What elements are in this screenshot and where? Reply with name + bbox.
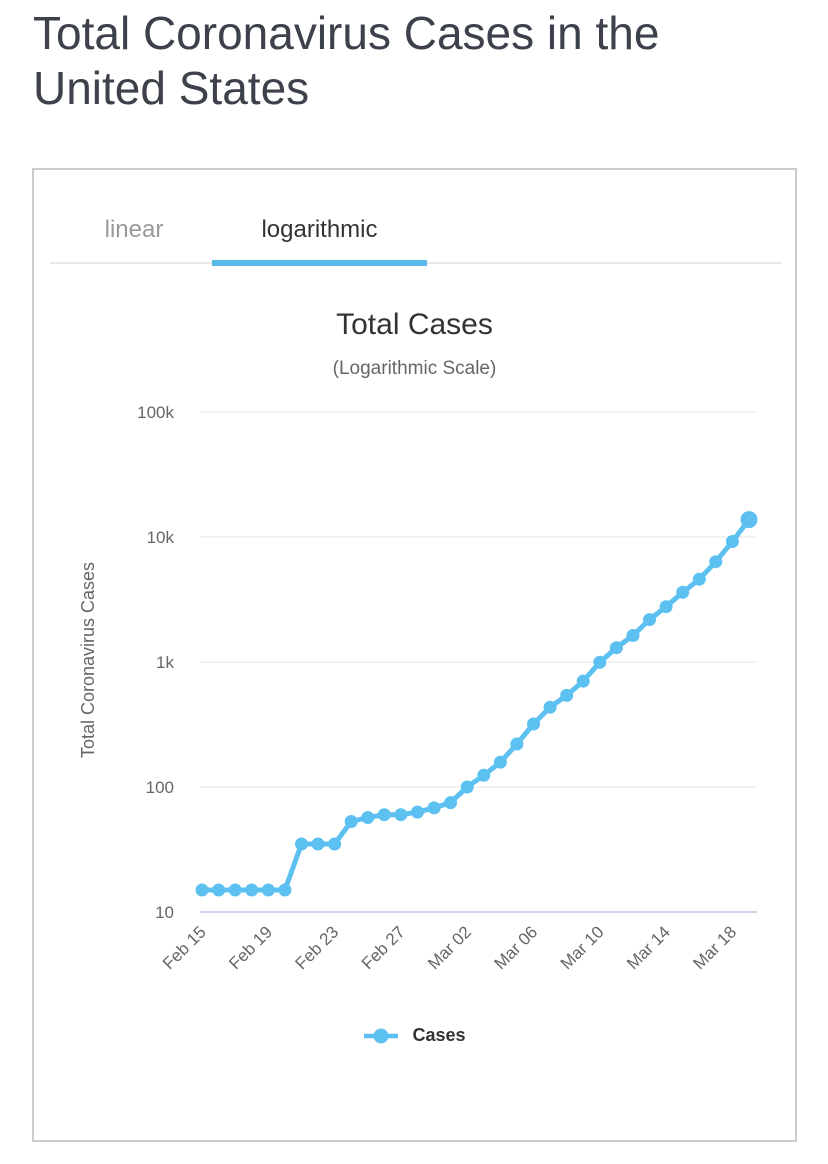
data-point[interactable]	[560, 688, 574, 702]
data-point[interactable]	[576, 674, 590, 688]
grid-layer: 10 100 1k 10k 100k Feb 15 Feb 19 Feb 23 Feb 27 Ma…	[137, 403, 757, 973]
x-tick-label: Mar 18	[689, 922, 740, 973]
cases-line[interactable]	[199, 517, 752, 893]
y-tick-label: 1k	[156, 653, 174, 672]
data-point[interactable]	[709, 555, 723, 569]
y-tick-label: 10	[155, 903, 174, 922]
active-tab-underline	[212, 260, 427, 266]
x-tick-label: Mar 02	[424, 922, 475, 973]
x-tick-label: Mar 10	[557, 922, 608, 973]
data-point[interactable]	[427, 801, 441, 815]
data-point[interactable]	[740, 511, 758, 529]
data-point[interactable]	[477, 768, 491, 782]
tab-linear[interactable]: linear	[104, 216, 164, 243]
data-point[interactable]	[377, 808, 391, 822]
data-point[interactable]	[411, 805, 424, 819]
data-point[interactable]	[543, 700, 557, 714]
y-tick-label: 100	[146, 778, 174, 797]
chart-title: Total Cases	[336, 308, 493, 341]
data-point[interactable]	[676, 585, 690, 599]
legend: Cases	[34, 1025, 795, 1046]
data-point[interactable]	[659, 600, 673, 614]
data-point[interactable]	[212, 883, 226, 897]
data-point[interactable]	[510, 737, 524, 751]
x-tick-label: Feb 15	[159, 922, 210, 973]
data-point[interactable]	[311, 837, 325, 851]
y-tick-label: 10k	[147, 528, 175, 547]
data-point[interactable]	[527, 717, 540, 731]
data-point[interactable]	[493, 755, 507, 769]
y-tick-label: 100k	[137, 403, 174, 422]
cases-series[interactable]	[195, 511, 758, 897]
legend-label: Cases	[412, 1025, 466, 1045]
legend-item-cases[interactable]: Cases	[363, 1025, 466, 1046]
data-point[interactable]	[593, 655, 607, 669]
x-tick-label: Feb 19	[225, 922, 276, 973]
legend-marker-icon	[364, 1028, 399, 1043]
data-point[interactable]	[261, 883, 275, 897]
data-point[interactable]	[725, 535, 739, 548]
data-point[interactable]	[295, 837, 308, 851]
data-point[interactable]	[394, 808, 408, 822]
data-point[interactable]	[444, 796, 458, 810]
data-point[interactable]	[361, 811, 375, 824]
data-point[interactable]	[460, 780, 474, 794]
chart-subtitle: (Logarithmic Scale)	[332, 358, 497, 379]
data-point[interactable]	[245, 883, 259, 897]
data-point[interactable]	[344, 815, 358, 828]
y-axis-title: Total Coronavirus Cases	[78, 562, 98, 758]
tab-logarithmic[interactable]: logarithmic	[261, 216, 378, 243]
chart-card: linear logarithmic Total Cases (Logarith…	[32, 168, 797, 1142]
data-point[interactable]	[278, 883, 292, 897]
scale-tabs: linear logarithmic	[34, 170, 795, 266]
data-point[interactable]	[328, 837, 342, 851]
x-tick-label: Feb 23	[292, 922, 343, 973]
data-point[interactable]	[609, 641, 623, 655]
x-tick-label: Mar 06	[490, 922, 541, 973]
page-title: Total Coronavirus Cases in the United St…	[33, 7, 660, 114]
data-point[interactable]	[643, 613, 656, 627]
data-point[interactable]	[195, 883, 209, 897]
x-tick-label: Feb 27	[358, 922, 409, 973]
data-point[interactable]	[692, 572, 706, 586]
x-tick-label: Mar 14	[623, 922, 674, 973]
data-point[interactable]	[228, 883, 242, 897]
data-point[interactable]	[626, 629, 640, 642]
